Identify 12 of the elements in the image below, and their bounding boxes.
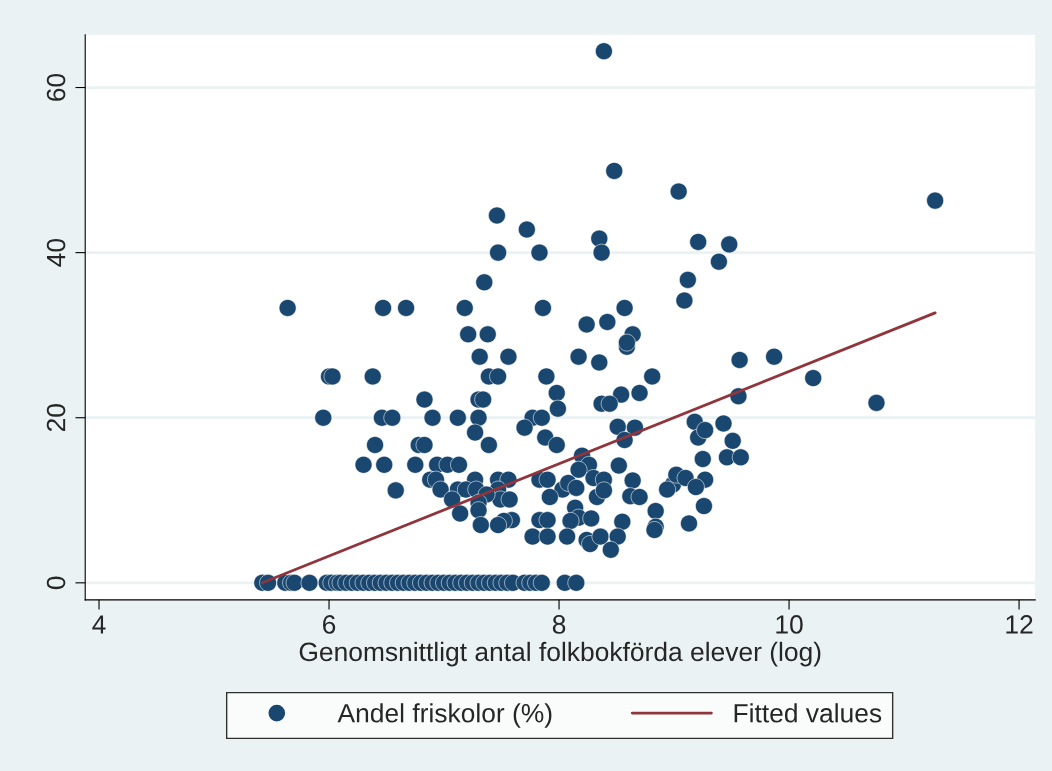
y-tick-label: 0	[46, 576, 66, 590]
legend-label: Andel friskolor (%)	[337, 703, 552, 728]
y-tick-label: 60	[46, 73, 66, 101]
x-tick-label: 8	[552, 615, 566, 634]
y-tick-label: 20	[46, 404, 66, 432]
x-axis-title: Genomsnittligt antal folkbokförda elever (log)	[299, 641, 821, 667]
x-tick-label: 10	[776, 615, 803, 634]
x-tick-label: 12	[1006, 615, 1033, 634]
x-tick-label: 4	[92, 615, 106, 634]
y-tick-label: 40	[46, 238, 66, 267]
legend-label: Fitted values	[734, 703, 882, 723]
x-tick-label: 6	[323, 615, 336, 634]
